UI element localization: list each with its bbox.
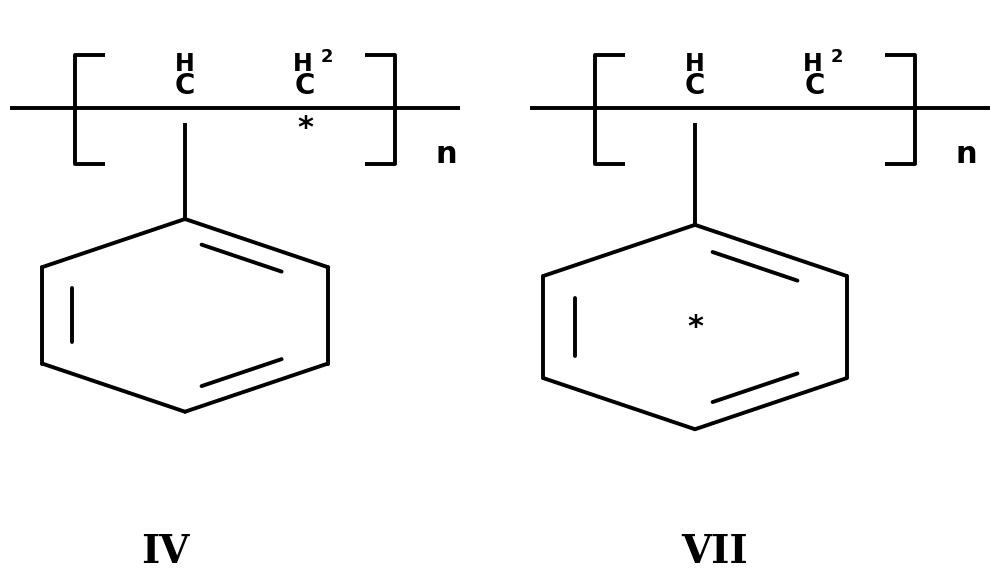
Text: n: n <box>955 140 977 169</box>
Text: 2: 2 <box>831 48 843 66</box>
Text: *: * <box>687 312 703 342</box>
Text: C: C <box>295 72 315 100</box>
Text: H: H <box>293 52 313 77</box>
Text: 2: 2 <box>321 48 333 66</box>
Text: C: C <box>175 72 195 100</box>
Text: H: H <box>685 52 705 77</box>
Text: n: n <box>435 140 457 169</box>
Text: C: C <box>685 72 705 100</box>
Text: VII: VII <box>682 533 748 571</box>
Text: H: H <box>175 52 195 77</box>
Text: IV: IV <box>141 533 189 571</box>
Text: H: H <box>803 52 823 77</box>
Text: C: C <box>805 72 825 100</box>
Text: *: * <box>297 114 313 143</box>
